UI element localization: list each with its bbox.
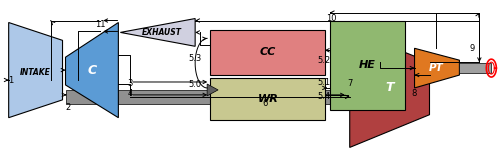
Text: 9: 9 [470,44,475,53]
Text: HE: HE [359,60,376,70]
Polygon shape [414,48,460,88]
Text: 5.4: 5.4 [318,92,331,101]
Bar [460,63,492,73]
Text: EXHAUST: EXHAUST [142,28,182,37]
Text: 5.3: 5.3 [188,54,202,63]
Text: INTAKE: INTAKE [20,68,51,77]
Text: 4: 4 [128,89,133,98]
Text: 3: 3 [128,80,133,88]
Polygon shape [66,23,118,118]
Text: 2: 2 [66,103,71,112]
Text: 10: 10 [326,14,337,23]
Bar [66,90,380,104]
Text: PT: PT [429,63,444,73]
Polygon shape [350,30,430,147]
Text: 11: 11 [95,20,106,29]
Text: WR: WR [258,94,278,104]
Text: 1: 1 [8,75,14,85]
Bar [330,21,404,110]
Text: 6: 6 [262,99,268,108]
Text: T: T [386,81,394,94]
Polygon shape [207,84,218,96]
Text: 5.0: 5.0 [188,81,202,89]
Text: 5.2: 5.2 [318,56,331,65]
Polygon shape [120,18,195,46]
Polygon shape [8,23,62,118]
Bar [210,30,325,75]
Text: 7: 7 [347,80,352,88]
Text: CC: CC [260,47,276,57]
Text: 5.1: 5.1 [318,78,331,87]
Text: C: C [88,64,97,77]
Bar [210,78,325,120]
Text: 8: 8 [412,89,417,98]
